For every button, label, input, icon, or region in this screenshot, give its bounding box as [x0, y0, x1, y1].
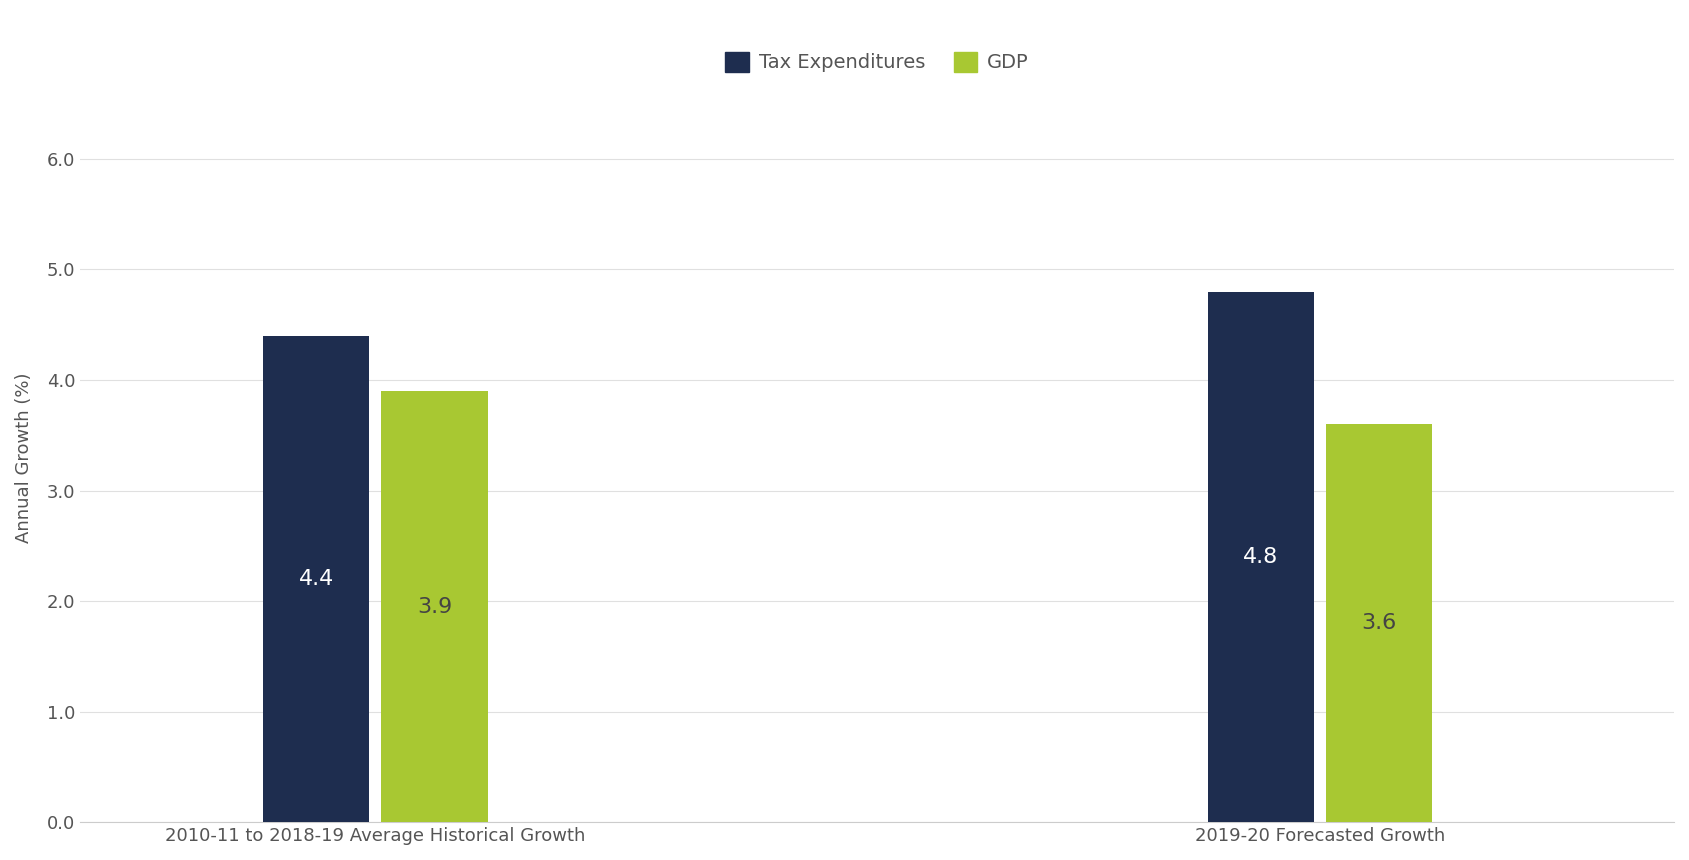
Text: 3.6: 3.6 — [1361, 613, 1397, 633]
Bar — [1326, 424, 1432, 822]
Bar — [1208, 292, 1314, 822]
Text: 4.4: 4.4 — [299, 569, 334, 589]
Bar — [382, 391, 488, 822]
Text: 3.9: 3.9 — [417, 597, 453, 617]
Bar — [263, 335, 370, 822]
Legend: Tax Expenditures, GDP: Tax Expenditures, GDP — [718, 44, 1037, 80]
Text: 4.8: 4.8 — [1243, 547, 1279, 567]
Y-axis label: Annual Growth (%): Annual Growth (%) — [15, 372, 34, 543]
